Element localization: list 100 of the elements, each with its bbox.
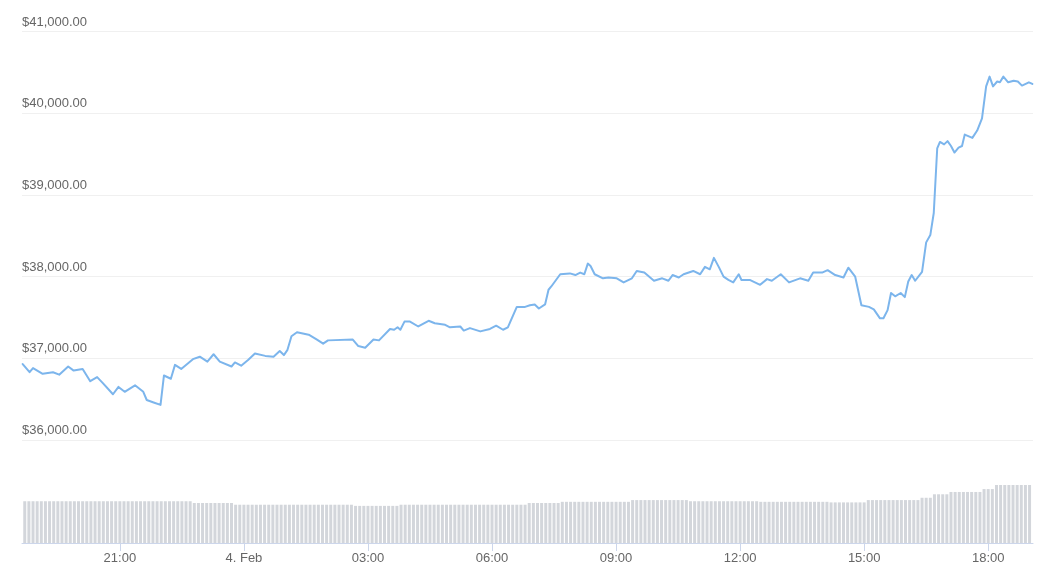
bar [804, 501, 808, 543]
bar [883, 500, 887, 543]
bar [473, 504, 477, 543]
bar [846, 502, 850, 543]
bar [974, 491, 978, 543]
bar [771, 501, 775, 543]
bar [254, 504, 258, 543]
bar [52, 501, 56, 543]
bar [238, 504, 242, 543]
bar [507, 504, 511, 543]
bar [432, 504, 436, 543]
bar [64, 501, 68, 543]
bar [879, 500, 883, 543]
bar [349, 504, 353, 543]
bar [354, 505, 358, 543]
bar [899, 500, 903, 543]
bar [635, 500, 639, 543]
bar [163, 501, 167, 543]
bar [101, 501, 105, 543]
bar [544, 502, 548, 543]
bar [27, 501, 31, 543]
bar [866, 500, 870, 543]
bar [118, 501, 122, 543]
bar [746, 501, 750, 543]
bar [329, 504, 333, 543]
bar [333, 504, 337, 543]
x-tick-label: 06:00 [475, 550, 509, 565]
bar [895, 500, 899, 543]
bar [345, 504, 349, 543]
bar [68, 501, 72, 543]
bar [709, 501, 713, 543]
bar [779, 501, 783, 543]
bar [531, 502, 535, 543]
bar [130, 501, 134, 543]
bar [89, 501, 93, 543]
bar [482, 504, 486, 543]
bar [1019, 485, 1023, 543]
bar [994, 485, 998, 543]
bar [180, 501, 184, 543]
bar [267, 504, 271, 543]
bar [722, 501, 726, 543]
bar [676, 500, 680, 543]
bar [738, 501, 742, 543]
bar [850, 502, 854, 543]
bar [813, 501, 817, 543]
bar [48, 501, 52, 543]
bar [717, 501, 721, 543]
bar [486, 504, 490, 543]
bar [742, 501, 746, 543]
bar [932, 494, 936, 543]
bar [114, 501, 118, 543]
bar [556, 502, 560, 543]
bar [188, 501, 192, 543]
bar [105, 501, 109, 543]
bar [296, 504, 300, 543]
bar [325, 504, 329, 543]
bar [937, 494, 941, 543]
bar [953, 491, 957, 543]
bar [701, 501, 705, 543]
bar [494, 504, 498, 543]
bar [957, 491, 961, 543]
x-tick-label: 18:00 [971, 550, 1005, 565]
bar [986, 489, 990, 543]
bar [647, 500, 651, 543]
bar [751, 501, 755, 543]
bar [403, 504, 407, 543]
bar [362, 505, 366, 543]
x-tick-label: 03:00 [351, 550, 385, 565]
bar [395, 505, 399, 543]
bar [598, 501, 602, 543]
bar [775, 501, 779, 543]
bar [651, 500, 655, 543]
x-tick-label: 15:00 [847, 550, 881, 565]
bar [498, 504, 502, 543]
bar [759, 501, 763, 543]
bar [904, 500, 908, 543]
bar [713, 501, 717, 543]
x-tick-label: 09:00 [599, 550, 633, 565]
bar [688, 501, 692, 543]
bar [585, 501, 589, 543]
bar [258, 504, 262, 543]
x-tick-label: 21:00 [103, 550, 137, 565]
bar [680, 500, 684, 543]
bar [573, 501, 577, 543]
bar [961, 491, 965, 543]
bar [43, 501, 47, 543]
bar [312, 504, 316, 543]
bar [225, 502, 229, 543]
bar [126, 501, 130, 543]
bar [593, 501, 597, 543]
y-tick-label: $41,000.00 [22, 13, 88, 29]
bar [72, 501, 76, 543]
bar [817, 501, 821, 543]
bar [370, 505, 374, 543]
bar [875, 500, 879, 543]
bar [792, 501, 796, 543]
bar [928, 497, 932, 543]
bar [808, 501, 812, 543]
bar [841, 502, 845, 543]
bar [271, 504, 275, 543]
